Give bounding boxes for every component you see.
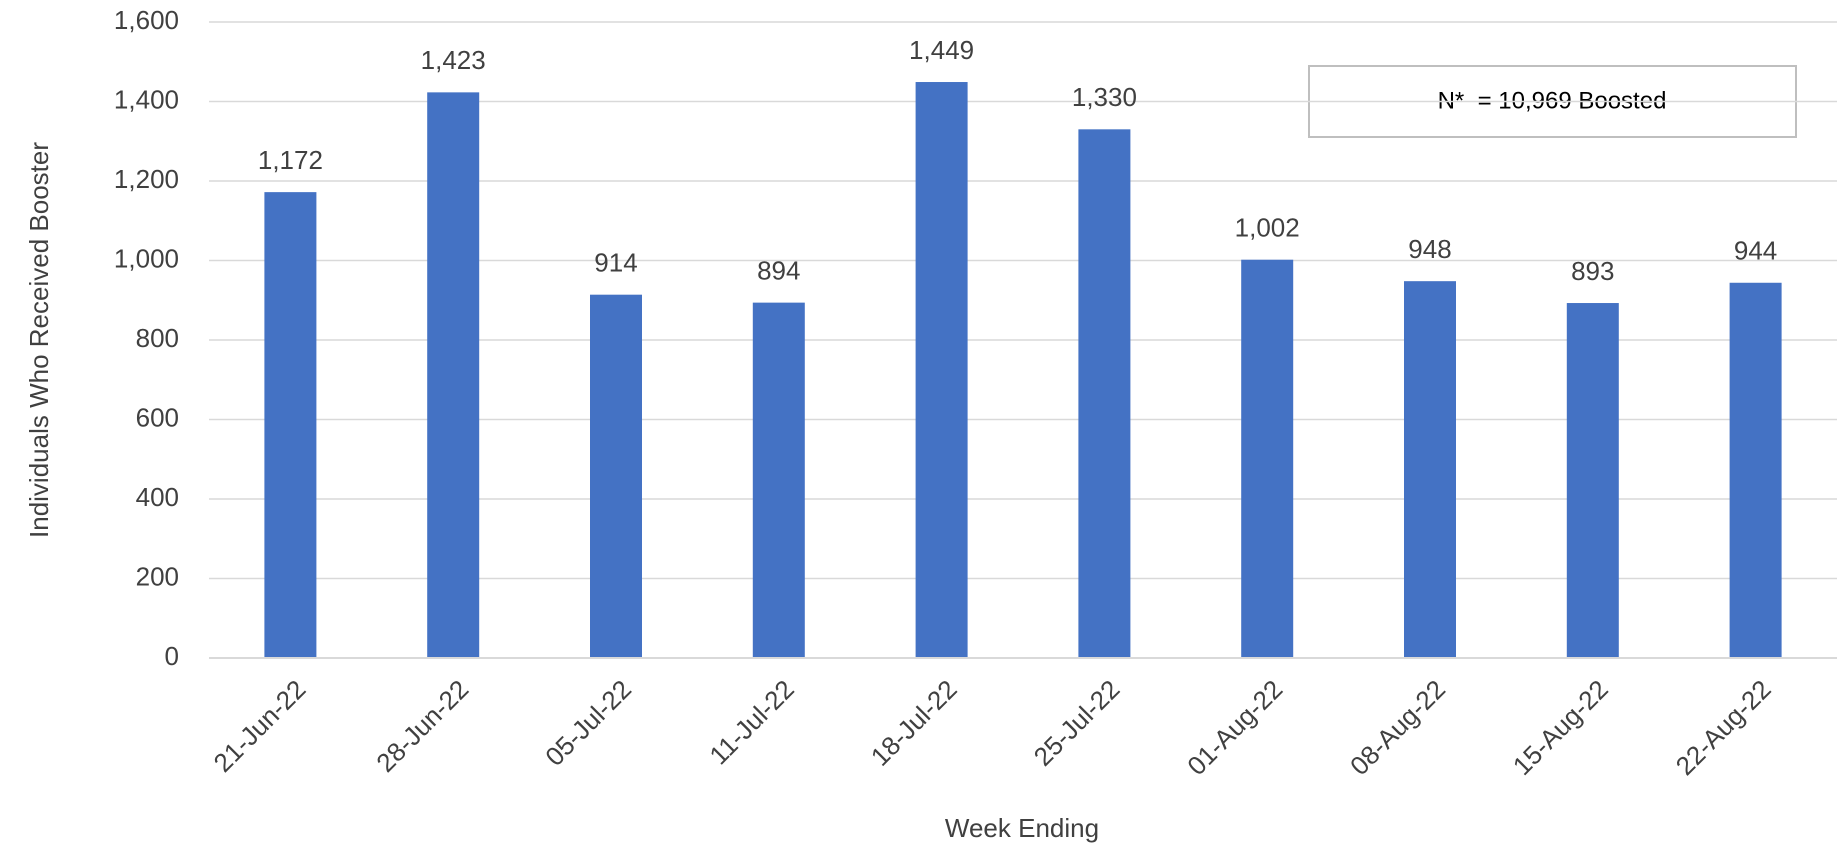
y-tick-label: 1,200: [114, 164, 179, 194]
data-label: 1,002: [1235, 213, 1300, 243]
y-tick-label: 400: [136, 482, 179, 512]
data-label: 1,330: [1072, 82, 1137, 112]
x-tick-label: 21-Jun-22: [208, 674, 312, 778]
y-tick-label: 1,600: [114, 5, 179, 35]
y-tick-label: 600: [136, 402, 179, 432]
data-label: 944: [1734, 236, 1777, 266]
bar: [427, 92, 480, 659]
bar: [1566, 303, 1619, 658]
x-tick-label: 15-Aug-22: [1507, 674, 1614, 781]
bar: [1241, 259, 1294, 658]
data-label: 914: [594, 248, 637, 278]
x-tick-label: 25-Jul-22: [1028, 674, 1126, 772]
x-tick-label: 11-Jul-22: [703, 674, 799, 770]
data-label: 1,172: [258, 145, 323, 175]
bar: [752, 302, 805, 658]
bar: [590, 294, 642, 658]
bar: [1078, 129, 1131, 658]
y-tick-label: 1,000: [114, 243, 179, 273]
x-tick-label: 18-Jul-22: [865, 674, 963, 772]
data-label: 894: [757, 256, 800, 286]
data-label: 1,423: [421, 45, 486, 75]
x-tick-label: 01-Aug-22: [1181, 674, 1288, 781]
y-axis-label: Individuals Who Received Booster: [24, 142, 54, 538]
data-label: 893: [1571, 256, 1614, 286]
x-axis-label: Week Ending: [945, 813, 1099, 843]
x-tick-label: 28-Jun-22: [370, 674, 474, 778]
y-tick-label: 1,400: [114, 84, 179, 114]
x-tick-label: 22-Aug-22: [1670, 674, 1777, 781]
x-tick-label: 08-Aug-22: [1344, 674, 1451, 781]
bar: [915, 82, 968, 658]
bar: [1404, 281, 1456, 658]
y-tick-label: 800: [136, 323, 179, 353]
bar: [1729, 282, 1782, 658]
x-tick-label: 05-Jul-22: [539, 674, 637, 772]
data-label: 948: [1408, 234, 1451, 264]
data-label: 1,449: [909, 35, 974, 65]
y-tick-label: 200: [136, 561, 179, 591]
y-tick-label: 0: [165, 641, 179, 671]
bar: [264, 192, 317, 658]
